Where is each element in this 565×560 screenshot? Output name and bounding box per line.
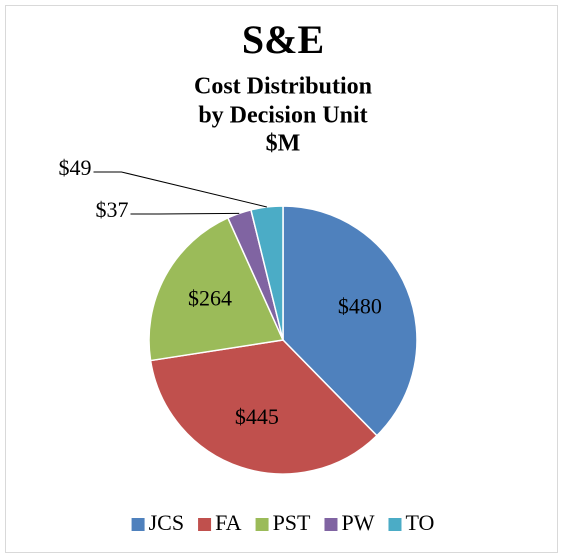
- legend-swatch: [324, 518, 338, 531]
- pie-slice: [148, 216, 285, 362]
- legend-swatch: [131, 518, 145, 531]
- legend-label: FA: [215, 510, 242, 535]
- legend-label: JCS: [149, 510, 184, 535]
- data-label: $49: [59, 155, 92, 180]
- chart-title: S&E: [242, 17, 324, 62]
- legend-swatch: [388, 518, 402, 531]
- legend-label: PST: [273, 510, 311, 535]
- data-label: $37: [96, 197, 129, 222]
- chart-subtitle: Cost Distribution: [194, 74, 372, 100]
- pie-slice: [149, 339, 378, 475]
- leader-line: [130, 212, 240, 215]
- legend-label: PW: [341, 510, 374, 535]
- data-label: $264: [188, 285, 232, 310]
- pie-slice: [282, 205, 418, 437]
- legend-swatch: [255, 518, 269, 531]
- legend: JCS FA PST PW TO: [131, 510, 434, 535]
- chart-subtitle: $M: [266, 131, 301, 157]
- leader-line: [93, 171, 267, 208]
- data-label: $480: [338, 294, 382, 319]
- chart-subtitle: by Decision Unit: [198, 103, 367, 129]
- legend-swatch: [198, 518, 212, 531]
- legend-label: TO: [405, 510, 434, 535]
- data-label: $445: [235, 404, 279, 429]
